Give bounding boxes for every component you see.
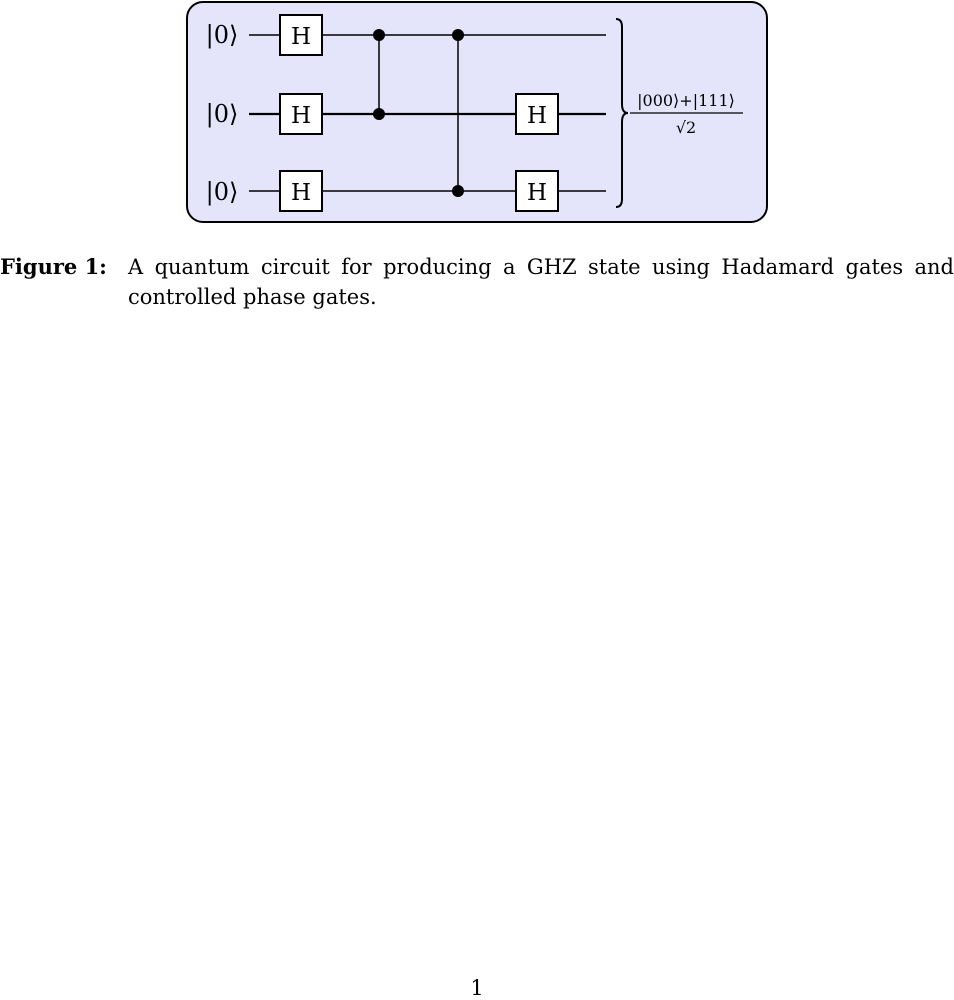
- output-state-denominator: √2: [676, 118, 696, 137]
- figure-caption-label: Figure 1:: [0, 254, 107, 279]
- page-number: 1: [470, 976, 484, 1000]
- svg-text:H: H: [291, 180, 311, 206]
- hadamard-gate-q1-step4: H: [515, 93, 559, 135]
- input-state-q1: |0⟩: [206, 100, 239, 129]
- figure-caption: Figure 1: A quantum circuit for producin…: [0, 252, 954, 312]
- figure-caption-text: A quantum circuit for producing a GHZ st…: [128, 255, 954, 309]
- cz-control-dot-q2: [452, 185, 464, 197]
- input-state-q0: |0⟩: [206, 21, 239, 50]
- svg-text:H: H: [527, 180, 547, 206]
- cz-control-dot-q0-a: [373, 29, 385, 41]
- input-state-q2: |0⟩: [206, 178, 239, 207]
- hadamard-gate-q2-step4: H: [515, 170, 559, 212]
- svg-text:H: H: [291, 24, 311, 50]
- hadamard-gate-q0-step1: H: [279, 14, 323, 56]
- hadamard-gate-q2-step1: H: [279, 170, 323, 212]
- hadamard-gate-q1-step1: H: [279, 93, 323, 135]
- output-brace: [615, 18, 629, 208]
- svg-text:H: H: [291, 103, 311, 129]
- cz-control-dot-q0-b: [452, 29, 464, 41]
- output-state-numerator: |000⟩+|111⟩: [637, 91, 735, 110]
- cz-control-dot-q1: [373, 108, 385, 120]
- quantum-circuit-diagram: |0⟩ |0⟩ |0⟩ H H H H H |000⟩+|111⟩ √2: [186, 1, 768, 223]
- svg-text:H: H: [527, 103, 547, 129]
